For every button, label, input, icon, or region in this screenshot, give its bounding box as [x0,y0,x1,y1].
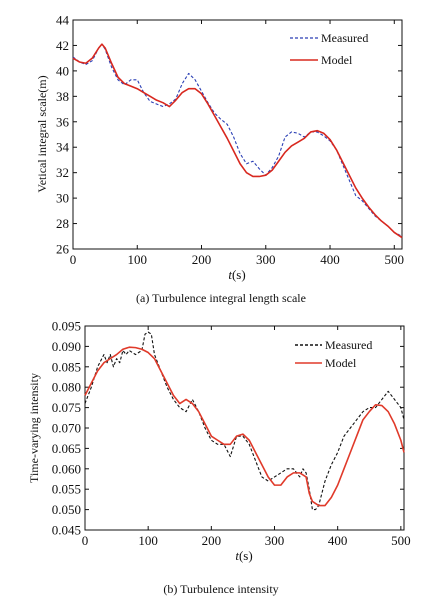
y-axis-label: Vetical integral scale(m) [35,75,49,192]
x-tick-label: 100 [138,533,158,548]
y-tick-label: 38 [56,89,69,104]
y-tick-label: 0.065 [52,441,81,456]
legend: Measured Model [290,31,368,67]
y-tick-label: 0.090 [52,339,81,354]
y-tick-label: 44 [56,13,70,28]
x-tick-label: 200 [192,252,212,267]
chart-integral-length-scale: 0 100 200 300 400 500 26 28 30 32 34 36 38 40 42 44 Mea… [35,13,404,283]
y-tick-label: 36 [56,114,70,129]
y-axis-label: Time-varying intensity [27,373,41,483]
series-lines [84,331,405,511]
x-tick-label: 300 [256,252,276,267]
series-line-model [72,43,403,239]
x-tick-label: 100 [128,252,148,267]
x-tick-label: 300 [265,533,285,548]
x-axis-label-var: t [235,548,239,563]
caption-chart-b: (b) Turbulence intensity [163,582,279,596]
y-tick-label: 0.070 [52,421,81,436]
y-tick-label: 28 [56,216,69,231]
caption-chart-a: (a) Turbulence integral length scale [136,291,306,305]
series-line-measured [84,331,405,511]
legend-label-measured: Measured [325,338,372,352]
plot-frame [72,19,403,250]
y-tick-label: 30 [56,191,69,206]
legend-label-model: Model [321,53,353,67]
x-axis-label-var: t [228,267,232,282]
series-lines [72,43,403,239]
x-tick-label: 0 [82,533,89,548]
y-tick-label: 0.045 [52,523,81,538]
x-axis-label-unit: (s) [239,548,253,563]
y-tick-label: 0.085 [52,359,81,374]
y-tick-label: 0.055 [52,482,81,497]
x-axis-label: t(s) [235,548,252,563]
x-tick-label: 400 [320,252,340,267]
y-tick-label: 40 [56,63,69,78]
x-tick-label: 500 [391,533,411,548]
x-tick-label: 400 [328,533,348,548]
axis-ticks: 0 100 200 300 400 500 0.045 0.050 0.055 0.060 0.06… [52,319,411,549]
y-tick-label: 0.095 [52,319,81,334]
y-tick-label: 0.060 [52,461,81,476]
x-tick-label: 200 [202,533,222,548]
chart-turbulence-intensity: 0 100 200 300 400 500 0.045 0.050 0.055 0.060 0.06… [27,319,411,564]
y-tick-label: 26 [56,242,70,257]
legend-label-measured: Measured [321,31,368,45]
legend-label-model: Model [325,356,357,370]
x-tick-label: 0 [70,252,77,267]
series-line-model [84,346,405,507]
axis-ticks: 0 100 200 300 400 500 26 28 30 32 34 36 38 40 42 44 [56,13,404,268]
series-line-measured [72,43,403,237]
x-axis-label-unit: (s) [232,267,246,282]
y-tick-label: 0.080 [52,380,81,395]
x-axis-label: t(s) [228,267,245,282]
x-tick-label: 500 [385,252,405,267]
y-tick-label: 0.050 [52,502,81,517]
y-tick-label: 42 [56,38,69,53]
y-tick-label: 34 [56,140,70,155]
y-tick-label: 0.075 [52,400,81,415]
y-tick-label: 32 [56,165,69,180]
legend: Measured Model [295,338,372,370]
